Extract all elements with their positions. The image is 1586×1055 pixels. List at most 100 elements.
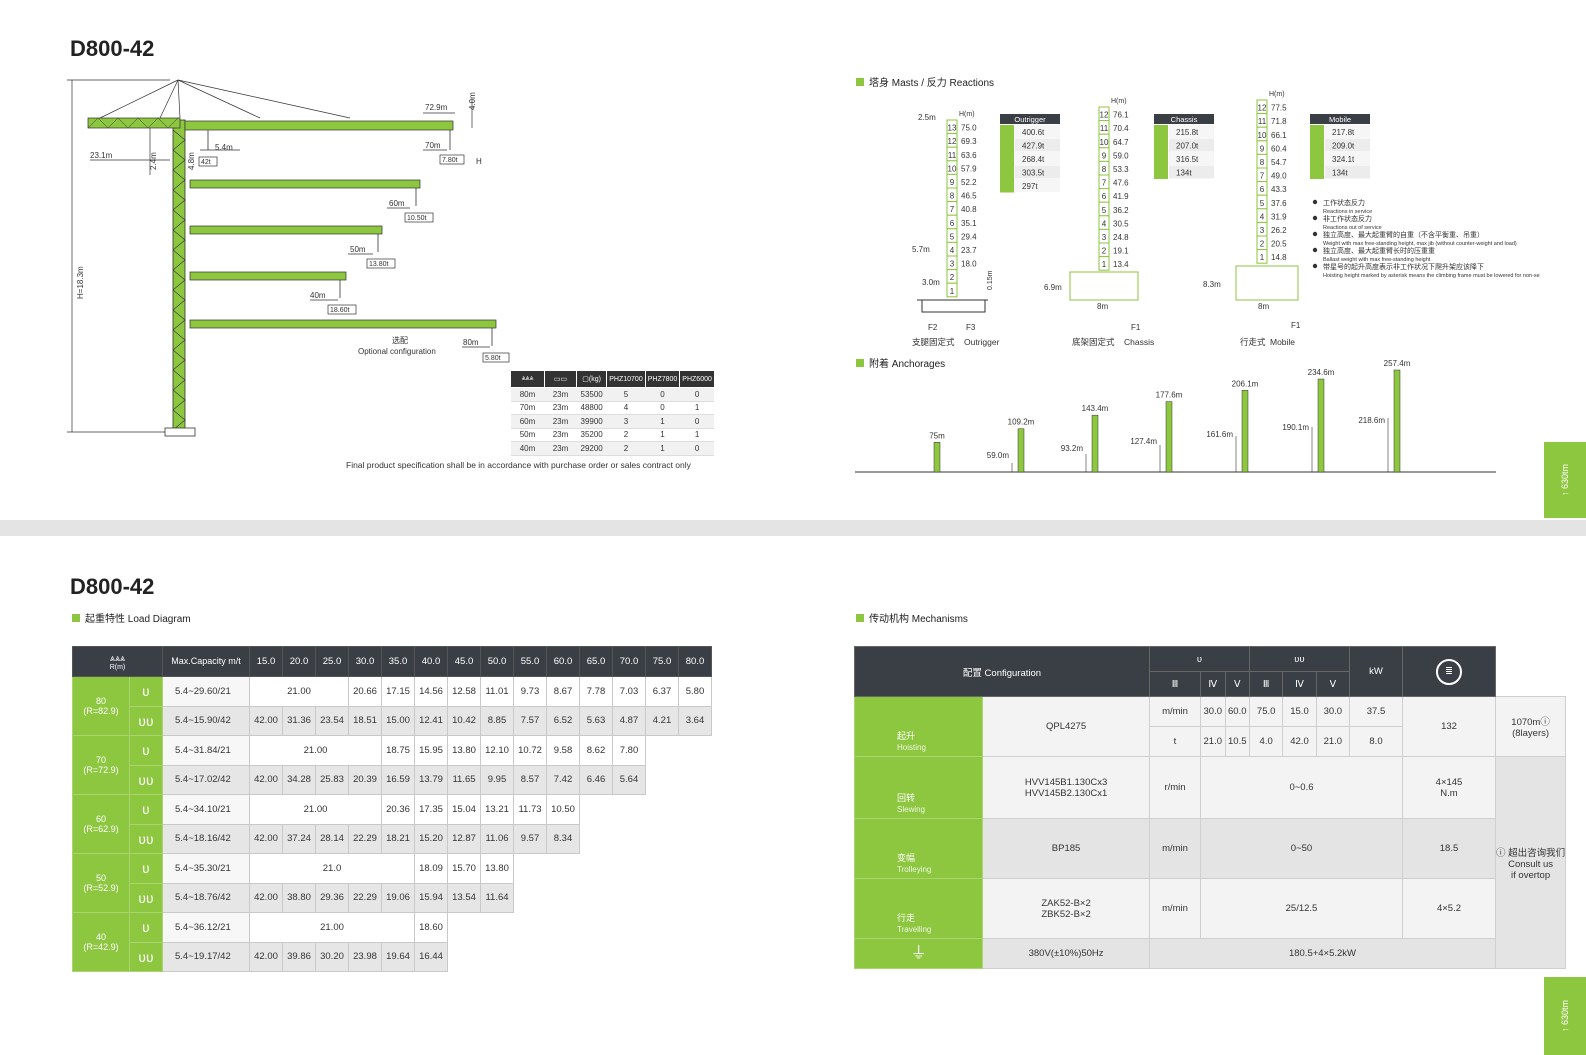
outrigger-base xyxy=(917,299,988,313)
section-height: 75.0 xyxy=(961,124,977,133)
hoisting-cell: 起升 Hoisting xyxy=(853,696,984,757)
radius-col: 40.0 xyxy=(414,646,448,677)
section-height: 14.8 xyxy=(1271,253,1287,262)
reaction-row xyxy=(1015,165,1060,179)
section-number: 6 xyxy=(1260,185,1265,194)
reaction-row xyxy=(1015,152,1060,165)
radius-col: 35.0 xyxy=(381,646,415,677)
consult-cell: ⓘ 超出咨询我们 Consult us if overtop xyxy=(1494,756,1567,969)
counterweight-icon: ▭▭ xyxy=(544,370,577,388)
section-height: 47.6 xyxy=(1113,179,1129,188)
reaction-value: 303.5t xyxy=(1022,169,1045,178)
reaction-box-color xyxy=(1154,125,1168,179)
radius-col: 20.0 xyxy=(282,646,316,677)
anchorage-mast xyxy=(1393,369,1401,473)
trolleying-cell: 变幅 Trolleying xyxy=(853,818,984,879)
section-number: 2 xyxy=(1260,240,1265,249)
radius-col: 75.0 xyxy=(645,646,679,677)
hook-icon: ʋʋ xyxy=(129,882,163,913)
svg-text:42t: 42t xyxy=(201,159,211,166)
reaction-row xyxy=(1325,138,1370,152)
hook-icon: ʋ xyxy=(129,735,163,766)
mobile-base xyxy=(1235,265,1299,301)
legend-bullet xyxy=(1312,231,1318,237)
section-number: 2 xyxy=(950,273,955,282)
chassis-base-dim: 8m xyxy=(1097,302,1108,311)
anchorage-mast xyxy=(1165,401,1173,473)
outrigger-base-dim: 3.0m xyxy=(922,278,940,287)
svg-text:60m: 60m xyxy=(389,199,405,208)
side-tab[interactable]: ↑ 630tm xyxy=(1544,442,1586,518)
section-height: 52.2 xyxy=(961,178,977,187)
hook-icon: ʋʋ xyxy=(129,823,163,854)
section-number: 7 xyxy=(1102,179,1107,188)
mobile-caption-cn: 行走式 xyxy=(1240,337,1266,347)
spec-note: Final product specification shall be in … xyxy=(346,460,691,470)
section-height: 40.8 xyxy=(961,205,977,214)
section-height: 59.0 xyxy=(1113,151,1129,160)
reaction-row xyxy=(1169,165,1214,179)
load-row: ʋʋ 5.4~19.17/42 42.00 39.86 30.20 23.98 19.64 1… xyxy=(73,941,712,972)
reaction-box-label: Outrigger xyxy=(1014,115,1046,124)
section-number: 9 xyxy=(1102,151,1107,160)
hm-label: H(m) xyxy=(959,111,975,118)
reaction-box-label: Mobile xyxy=(1329,115,1351,124)
hm-label: H(m) xyxy=(1269,91,1285,98)
config-row: 80m 23m 53500 5 0 0 xyxy=(510,387,715,402)
hook-icon: ʋ xyxy=(129,912,163,943)
section-number: 8 xyxy=(950,192,955,201)
capacity-header: Max.Capacity m/t xyxy=(162,646,250,677)
anchorage-mast xyxy=(1091,414,1099,473)
radius-col: 50.0 xyxy=(480,646,514,677)
section-number: 5 xyxy=(1102,206,1107,215)
section-height: 77.5 xyxy=(1271,104,1287,113)
section-height: 69.3 xyxy=(961,137,977,146)
anchorage-mast xyxy=(933,442,941,473)
section-height: 64.7 xyxy=(1113,138,1129,147)
chassis-caption-cn: 底架固定式 xyxy=(1072,337,1115,347)
section-height: 29.4 xyxy=(961,232,977,241)
section-height: 46.5 xyxy=(961,192,977,201)
svg-text:7.80t: 7.80t xyxy=(442,157,458,164)
kw-header: kW xyxy=(1349,646,1403,697)
reaction-row xyxy=(1015,179,1060,192)
section-number: 5 xyxy=(950,232,955,241)
legend-bullet xyxy=(1312,263,1318,269)
chassis-base xyxy=(1069,271,1139,301)
reaction-value: 297t xyxy=(1022,182,1038,191)
hook-icon: ʋʋ xyxy=(129,764,163,795)
h-label: H xyxy=(476,157,482,166)
load-section-title: 起重特性 Load Diagram xyxy=(72,610,191,625)
mobile-f1: F1 xyxy=(1291,321,1301,330)
svg-text:80m: 80m xyxy=(463,338,479,347)
section-height: 30.5 xyxy=(1113,219,1129,228)
section-height: 26.2 xyxy=(1271,226,1287,235)
anchorages-diagram: 75m 109.2m 59.0m 143.4m 93.2m 177.6m 127.4m 206… xyxy=(855,359,1496,473)
legend-cn: 非工作状态反力 xyxy=(1323,214,1372,223)
reaction-row xyxy=(1169,152,1214,165)
reaction-row xyxy=(1325,125,1370,138)
outrigger-base-h: 0.15m xyxy=(987,270,994,290)
mobile-caption-en: Mobile xyxy=(1270,337,1295,347)
section-number: 11 xyxy=(1100,124,1109,133)
config-row: 70m 23m 48800 4 0 1 xyxy=(510,401,715,415)
jib-length-cell: 40 (R=42.9) xyxy=(72,912,130,972)
counter-jib-dim: 23.1m xyxy=(90,151,113,160)
legend-en: Hoisting height marked by asterisk means… xyxy=(1323,273,1540,279)
reaction-row xyxy=(1169,138,1214,152)
single-hook-icon: ʋ xyxy=(1149,646,1250,672)
side-tab-2[interactable]: ↑ 630tm xyxy=(1544,977,1586,1055)
page-bottom: D800-42 起重特性 Load Diagram 传动机构 Mechanism… xyxy=(0,536,1586,1055)
section-height: 49.0 xyxy=(1271,172,1287,181)
section-number: 10 xyxy=(1100,138,1109,147)
travelling-cell: 行走 Travelling xyxy=(853,878,984,939)
f3-label: F3 xyxy=(966,323,976,332)
anchorage-top: 75m xyxy=(929,431,945,440)
optional-cn: 选配 xyxy=(392,335,408,345)
section-number: 1 xyxy=(1260,253,1265,262)
section-height: 53.3 xyxy=(1113,165,1129,174)
section-number: 9 xyxy=(950,178,955,187)
reaction-value: 209.0t xyxy=(1332,142,1355,151)
anchorage-low: 190.1m xyxy=(1282,423,1309,432)
